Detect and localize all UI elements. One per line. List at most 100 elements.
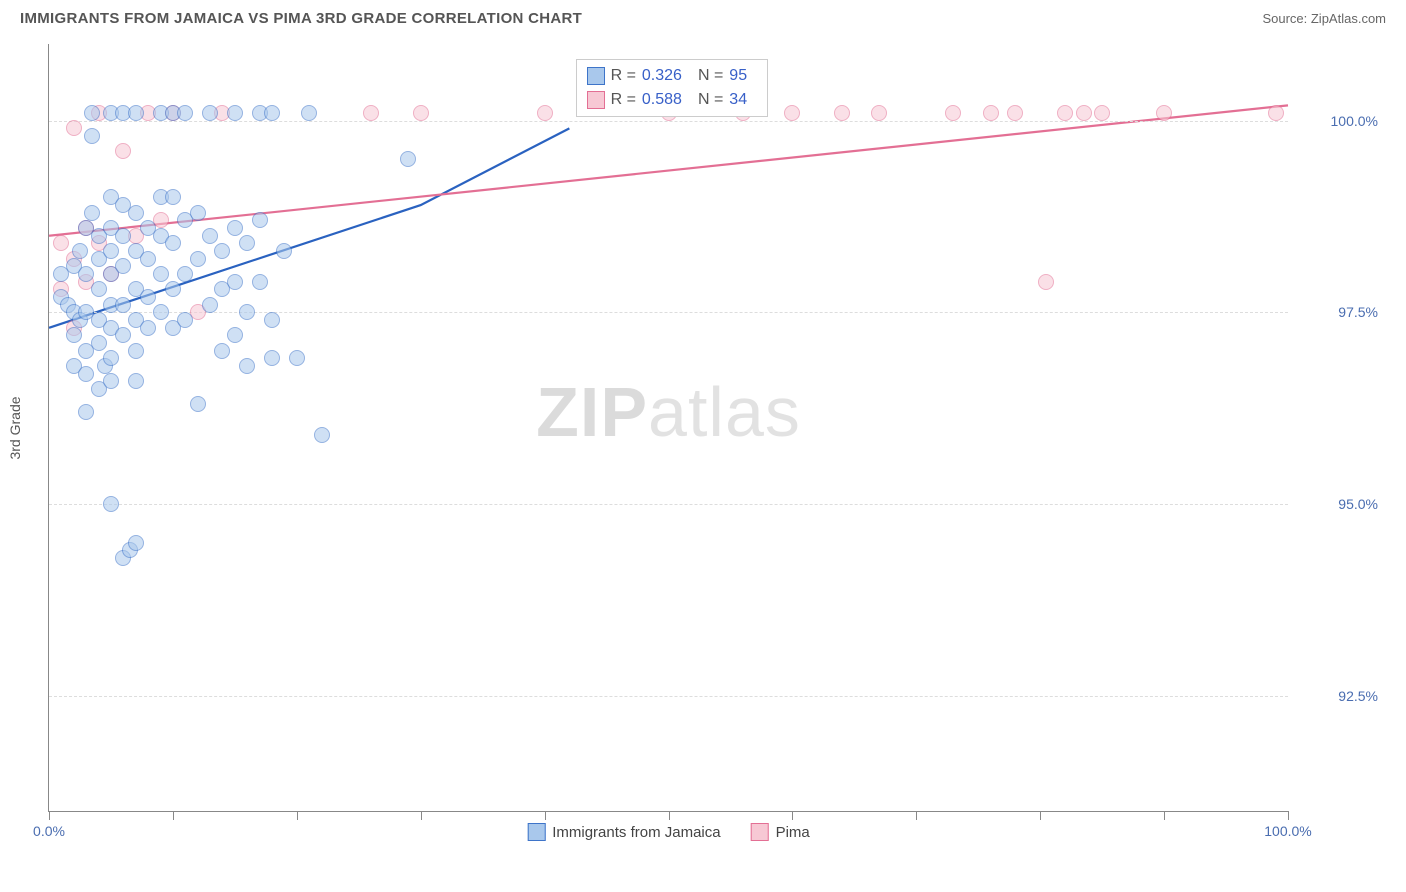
x-tick-label: 0.0% <box>33 823 65 839</box>
data-point <box>252 212 268 228</box>
data-point <box>945 105 961 121</box>
data-point <box>177 312 193 328</box>
data-point <box>301 105 317 121</box>
data-point <box>276 243 292 259</box>
legend-n-label: N = <box>698 88 723 112</box>
data-point <box>72 243 88 259</box>
data-point <box>537 105 553 121</box>
data-point <box>115 228 131 244</box>
data-point <box>239 304 255 320</box>
data-point <box>84 128 100 144</box>
data-point <box>871 105 887 121</box>
data-point <box>53 235 69 251</box>
data-point <box>202 297 218 313</box>
x-tick <box>421 811 422 820</box>
data-point <box>1038 274 1054 290</box>
data-point <box>202 105 218 121</box>
data-point <box>128 373 144 389</box>
data-point <box>177 105 193 121</box>
data-point <box>91 281 107 297</box>
data-point <box>84 205 100 221</box>
data-point <box>103 496 119 512</box>
legend-n-label: N = <box>698 64 723 88</box>
chart-container: 3rd Grade ZIPatlas 92.5%95.0%97.5%100.0%… <box>48 44 1388 842</box>
legend-n-value: 95 <box>729 64 747 88</box>
data-point <box>128 343 144 359</box>
data-point <box>140 251 156 267</box>
legend-swatch <box>587 91 605 109</box>
x-tick <box>1164 811 1165 820</box>
data-point <box>214 243 230 259</box>
data-point <box>128 105 144 121</box>
data-point <box>314 427 330 443</box>
data-point <box>289 350 305 366</box>
data-point <box>264 312 280 328</box>
x-tick <box>916 811 917 820</box>
y-tick-label: 97.5% <box>1298 304 1378 320</box>
data-point <box>264 350 280 366</box>
x-tick <box>1288 811 1289 820</box>
data-point <box>66 120 82 136</box>
data-point <box>1076 105 1092 121</box>
trend-line <box>49 105 1288 235</box>
data-point <box>128 535 144 551</box>
y-axis-label: 3rd Grade <box>7 396 23 459</box>
y-tick-label: 95.0% <box>1298 496 1378 512</box>
x-tick <box>545 811 546 820</box>
data-point <box>190 396 206 412</box>
data-point <box>363 105 379 121</box>
data-point <box>784 105 800 121</box>
series-legend: Immigrants from Jamaica Pima <box>527 823 810 841</box>
series-legend-item: Immigrants from Jamaica <box>527 823 720 841</box>
plot-area: 3rd Grade ZIPatlas 92.5%95.0%97.5%100.0%… <box>48 44 1288 812</box>
data-point <box>239 358 255 374</box>
legend-swatch <box>527 823 545 841</box>
x-tick <box>173 811 174 820</box>
data-point <box>227 105 243 121</box>
series-legend-item: Pima <box>751 823 810 841</box>
legend-swatch <box>587 67 605 85</box>
data-point <box>165 281 181 297</box>
watermark: ZIPatlas <box>536 372 801 452</box>
data-point <box>165 235 181 251</box>
data-point <box>91 335 107 351</box>
correlation-legend: R =0.326N =95R =0.588N =34 <box>576 59 769 117</box>
data-point <box>78 404 94 420</box>
source-attribution: Source: ZipAtlas.com <box>1262 11 1386 26</box>
data-point <box>400 151 416 167</box>
x-tick <box>669 811 670 820</box>
series-name: Pima <box>776 824 810 841</box>
legend-row: R =0.326 N =95 <box>587 64 758 88</box>
data-point <box>66 327 82 343</box>
data-point <box>177 266 193 282</box>
data-point <box>78 366 94 382</box>
legend-n-value: 34 <box>729 88 747 112</box>
data-point <box>239 235 255 251</box>
legend-swatch <box>751 823 769 841</box>
x-tick <box>1040 811 1041 820</box>
data-point <box>1057 105 1073 121</box>
data-point <box>153 304 169 320</box>
data-point <box>128 205 144 221</box>
x-tick <box>49 811 50 820</box>
data-point <box>1268 105 1284 121</box>
data-point <box>78 266 94 282</box>
data-point <box>413 105 429 121</box>
gridline <box>49 312 1288 313</box>
data-point <box>103 373 119 389</box>
legend-r-value: 0.326 <box>642 64 682 88</box>
data-point <box>214 343 230 359</box>
x-tick-label: 100.0% <box>1264 823 1311 839</box>
data-point <box>84 105 100 121</box>
data-point <box>1007 105 1023 121</box>
data-point <box>190 251 206 267</box>
data-point <box>115 143 131 159</box>
chart-title: IMMIGRANTS FROM JAMAICA VS PIMA 3RD GRAD… <box>20 10 582 27</box>
data-point <box>252 274 268 290</box>
data-point <box>140 289 156 305</box>
x-tick <box>792 811 793 820</box>
data-point <box>153 266 169 282</box>
data-point <box>165 189 181 205</box>
data-point <box>115 258 131 274</box>
legend-r-label: R = <box>611 64 636 88</box>
